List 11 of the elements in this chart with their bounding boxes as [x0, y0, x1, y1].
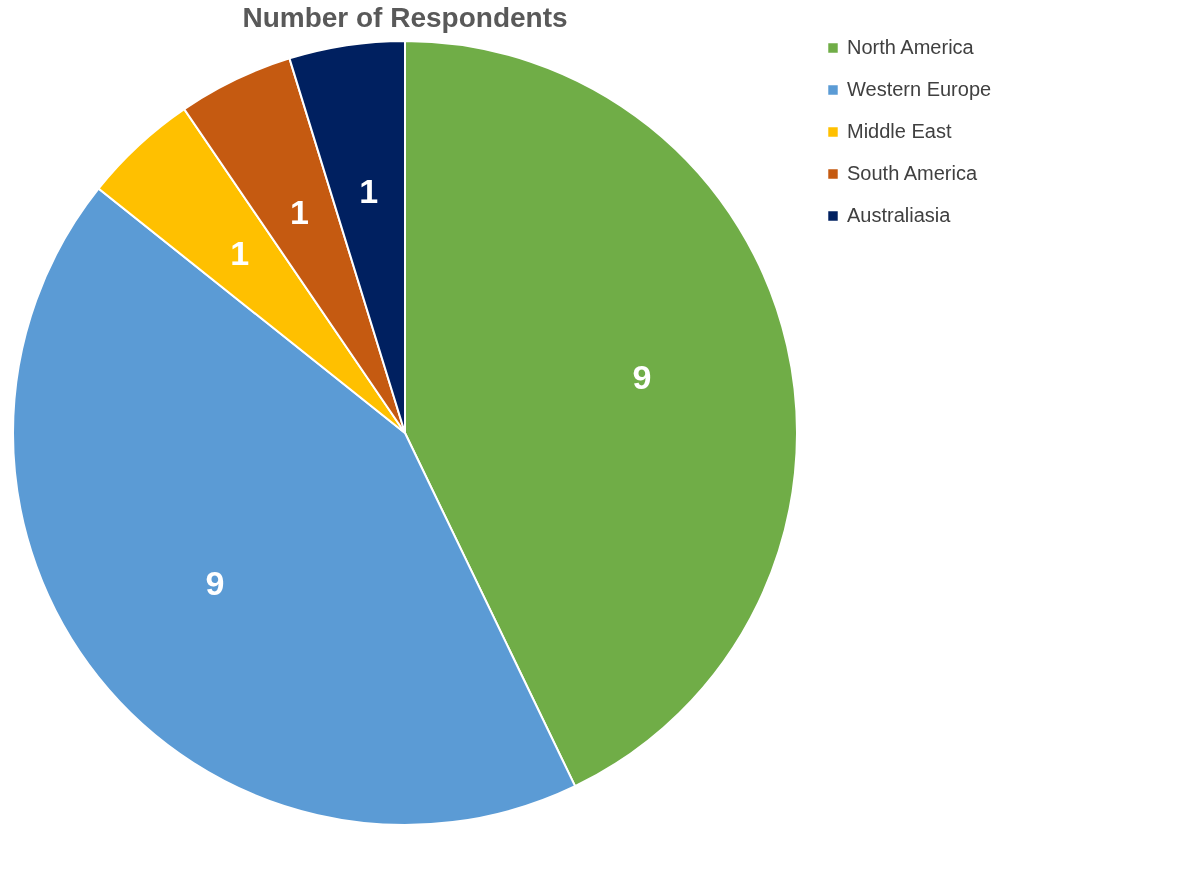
data-label: 1: [290, 193, 310, 232]
legend-label: North America: [847, 36, 975, 58]
legend-label: South America: [847, 162, 978, 184]
legend-label: Australiasia: [847, 204, 952, 226]
data-label: 1: [230, 233, 250, 272]
legend-label: Middle East: [847, 120, 952, 142]
legend-label: Western Europe: [847, 78, 992, 100]
chart-title: Number of Respondents: [242, 2, 568, 33]
data-label: 9: [632, 357, 652, 396]
data-label: 1: [359, 171, 379, 210]
data-label: 9: [205, 563, 225, 602]
